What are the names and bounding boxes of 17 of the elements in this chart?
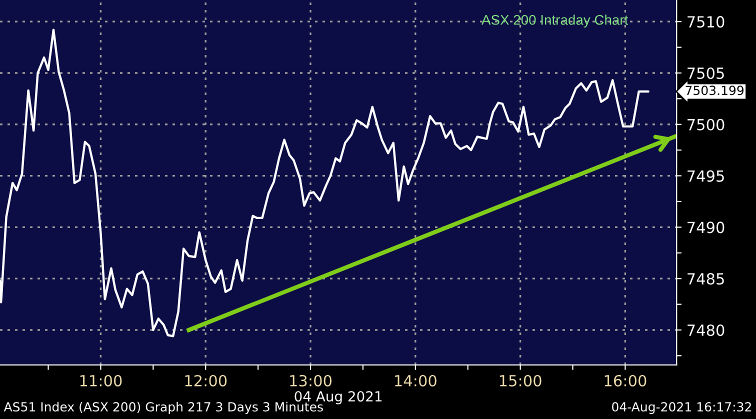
y-tick-label: 7505 <box>688 67 724 80</box>
y-tick-label: 7490 <box>688 222 724 234</box>
line-series <box>0 28 650 338</box>
y-tick-label: 7500 <box>688 118 724 130</box>
text: 04-Aug-2021 16:17:32 <box>612 402 751 414</box>
x-tick-label: 14:00 <box>395 374 436 386</box>
y-tick-label: 7480 <box>688 324 724 336</box>
y-tick-label: 7485 <box>688 273 724 285</box>
x-tick-label: 16:00 <box>604 374 646 386</box>
text: 7503.199 <box>686 86 744 96</box>
x-tick-label: 13:00 <box>290 374 332 386</box>
x-tick-label: 12:00 <box>185 374 227 386</box>
x-tick-label: 15:00 <box>500 374 542 386</box>
text: ASX 200 Intraday Chart <box>482 14 628 28</box>
x-tick-label: 11:00 <box>80 374 122 386</box>
y-tick-label: 7495 <box>688 170 724 182</box>
y-tick-label: 7510 <box>688 16 724 28</box>
